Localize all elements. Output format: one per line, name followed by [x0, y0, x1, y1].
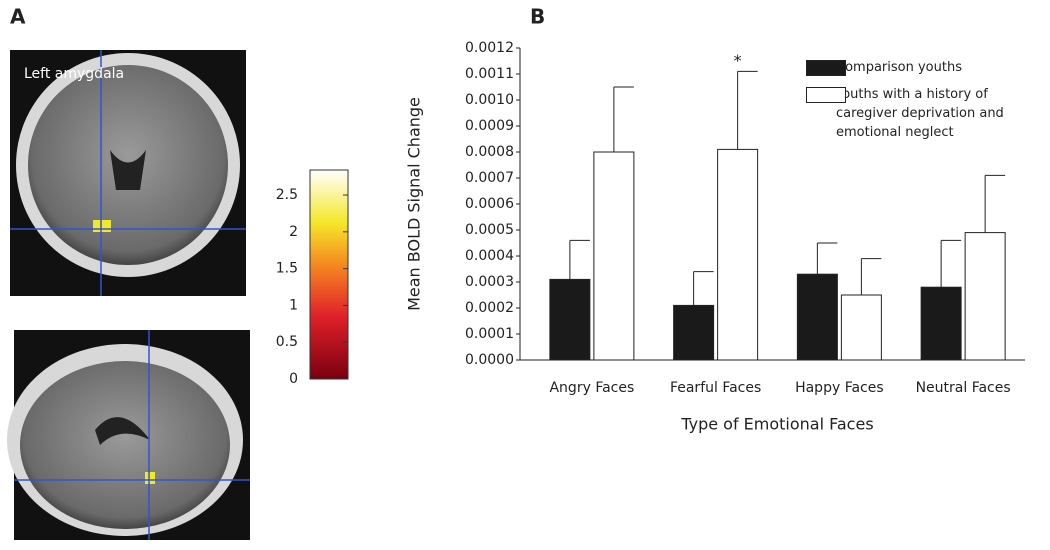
colorbar-tick-label: 0 — [289, 371, 298, 387]
bar — [717, 148, 759, 361]
bar — [964, 232, 1006, 361]
y-tick-label: 0.0002 — [465, 300, 514, 316]
x-tick-label: Neutral Faces — [916, 380, 1011, 396]
colorbar-tick-label: 2.5 — [276, 187, 298, 203]
bar — [920, 286, 962, 361]
image-label: Left amygdala — [24, 66, 124, 82]
y-tick-label: 0.0000 — [465, 352, 514, 368]
sagittal-image — [7, 330, 250, 540]
y-tick-label: 0.0001 — [465, 326, 514, 342]
y-tick-label: 0.0011 — [465, 66, 514, 82]
legend-item: Comparison youths — [806, 58, 1046, 77]
bar — [593, 151, 635, 361]
bar — [796, 273, 838, 361]
y-tick-label: 0.0010 — [465, 92, 514, 108]
x-axis-label: Type of Emotional Faces — [680, 415, 873, 434]
colorbar — [309, 169, 349, 380]
legend-swatch — [806, 87, 846, 103]
legend-label: Comparison youths — [836, 60, 962, 75]
legend-item: Youths with a history of caregiver depri… — [806, 85, 1046, 142]
panel-label: B — [530, 5, 545, 29]
y-axis-label: Mean BOLD Signal Change — [405, 97, 424, 311]
y-tick-label: 0.0005 — [465, 222, 514, 238]
y-tick-label: 0.0009 — [465, 118, 514, 134]
y-tick-label: 0.0004 — [465, 248, 514, 264]
x-tick-label: Happy Faces — [795, 380, 884, 396]
colorbar-tick-label: 2 — [289, 224, 298, 240]
legend-swatch — [806, 60, 846, 76]
y-tick-label: 0.0007 — [465, 170, 514, 186]
panel-label: A — [10, 5, 26, 29]
coronal-image — [10, 50, 246, 296]
y-tick-label: 0.0003 — [465, 274, 514, 290]
legend: Comparison youths Youths with a history o… — [806, 58, 1046, 150]
x-tick-label: Angry Faces — [549, 380, 634, 396]
bar — [673, 304, 715, 361]
colorbar-tick-label: 0.5 — [276, 334, 298, 350]
annotation: * — [734, 51, 742, 70]
y-tick-label: 0.0006 — [465, 196, 514, 212]
bar — [840, 294, 882, 361]
bar — [549, 278, 591, 361]
y-tick-label: 0.0008 — [465, 144, 514, 160]
legend-label: Youths with a history of caregiver depri… — [836, 87, 1004, 140]
y-tick-label: 0.0012 — [465, 40, 514, 56]
colorbar-tick-label: 1.5 — [276, 261, 298, 277]
colorbar-tick-label: 1 — [289, 297, 298, 313]
x-tick-label: Fearful Faces — [670, 380, 761, 396]
